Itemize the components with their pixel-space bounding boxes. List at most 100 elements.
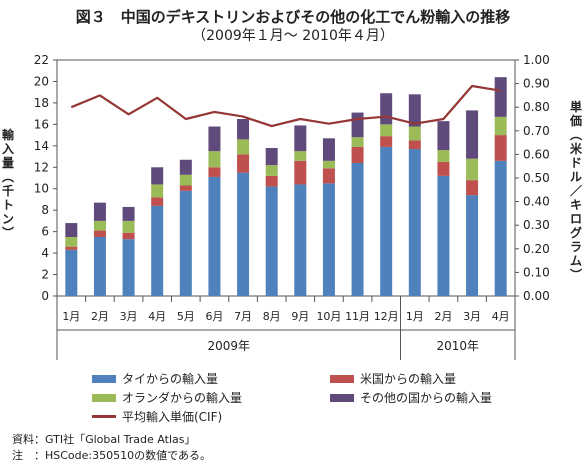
category-label: 1月 xyxy=(406,310,424,323)
bar-segment xyxy=(265,186,278,296)
right-tick-label: 0.10 xyxy=(523,265,550,279)
bar-segment xyxy=(322,138,335,161)
right-tick-label: 1.00 xyxy=(523,53,550,67)
bar-segment xyxy=(466,180,479,196)
left-tick-label: 6 xyxy=(41,225,49,239)
bar-segment xyxy=(265,165,278,176)
legend-item-other: その他の国からの輸入量 xyxy=(330,389,492,406)
right-tick-label: 0.00 xyxy=(523,289,550,303)
bar-segment xyxy=(122,232,135,240)
category-label: 10月 xyxy=(316,310,341,323)
bar-segment xyxy=(208,126,221,152)
bar-segment xyxy=(65,246,78,250)
bar-segment xyxy=(380,136,393,147)
left-tick-label: 16 xyxy=(34,117,49,131)
right-tick-label: 0.40 xyxy=(523,195,550,209)
bar-segment xyxy=(179,159,192,175)
bar-segment xyxy=(437,150,450,162)
right-tick-label: 0.80 xyxy=(523,100,550,114)
bar-segment xyxy=(122,239,135,296)
left-tick-label: 2 xyxy=(41,268,49,282)
bar-segment xyxy=(408,140,421,150)
chart-subtitle: （2009年１月〜 2010年４月） xyxy=(192,28,394,44)
category-label: 11月 xyxy=(345,310,370,323)
bar-segment xyxy=(93,220,106,231)
bar-segment xyxy=(294,184,307,296)
left-tick-label: 4 xyxy=(41,246,49,260)
category-label: 5月 xyxy=(177,310,195,323)
bar-segment xyxy=(351,112,364,138)
right-tick-label: 0.90 xyxy=(523,77,550,91)
bar-segment xyxy=(408,94,421,127)
bar-segment xyxy=(65,249,78,296)
right-tick-label: 0.30 xyxy=(523,218,550,232)
category-label: 7月 xyxy=(234,310,252,323)
category-label: 12月 xyxy=(374,310,399,323)
legend-label: 平均輸入単価(CIF) xyxy=(122,410,223,424)
bar-segment xyxy=(466,195,479,296)
bar-segment xyxy=(93,202,106,221)
avg-price-line xyxy=(70,84,501,128)
bar-segment xyxy=(322,183,335,296)
bar-segment xyxy=(237,154,250,173)
right-axis-label: 単 価 ︵ 米 ド ル ／ キ ロ グ ラ ム ︶ xyxy=(569,100,582,282)
bar-segment xyxy=(65,237,78,247)
bar-segment xyxy=(408,126,421,141)
bar-segment xyxy=(322,168,335,184)
bar-segment xyxy=(437,161,450,176)
bar-segment xyxy=(151,197,164,206)
bar-segment xyxy=(494,77,507,117)
bar-segment xyxy=(351,146,364,163)
bar-segment xyxy=(494,160,507,296)
bar-segment xyxy=(151,167,164,185)
bar-segment xyxy=(380,146,393,296)
legend-item-usa: 米国からの輸入量 xyxy=(330,370,456,387)
bar-segment xyxy=(294,160,307,185)
bar-segment xyxy=(237,139,250,155)
bar-segment xyxy=(179,190,192,296)
bar-segment xyxy=(408,149,421,296)
bar-segment xyxy=(466,158,479,181)
bar-segment xyxy=(151,205,164,296)
right-tick-label: 0.20 xyxy=(523,242,550,256)
right-tick-label: 0.70 xyxy=(523,124,550,138)
left-tick-label: 0 xyxy=(41,289,49,303)
legend-item-avg-price: 平均輸入単価(CIF) xyxy=(92,408,222,425)
category-label: 6月 xyxy=(205,310,223,323)
right-tick-label: 0.60 xyxy=(523,147,550,161)
bar-segment xyxy=(93,230,106,237)
bar-segment xyxy=(437,175,450,296)
bar-segment xyxy=(322,160,335,169)
legend-swatch-line xyxy=(92,415,116,418)
bar-segment xyxy=(494,116,507,136)
left-tick-label: 20 xyxy=(34,74,49,88)
category-label: 3月 xyxy=(463,310,481,323)
bar-segment xyxy=(466,110,479,159)
bar-segment xyxy=(65,223,78,237)
bar-segment xyxy=(265,175,278,187)
legend-swatch xyxy=(92,393,116,402)
left-tick-label: 8 xyxy=(41,203,49,217)
bar-segment xyxy=(208,167,221,177)
bar-segment xyxy=(265,147,278,166)
bar-segment xyxy=(179,185,192,191)
category-label: 1月 xyxy=(62,310,80,323)
left-tick-label: 14 xyxy=(34,139,49,153)
legend-item-thailand: タイからの輸入量 xyxy=(92,370,218,387)
bar-segment xyxy=(351,162,364,296)
category-label: 4月 xyxy=(492,310,510,323)
bar-segment xyxy=(208,176,221,296)
left-tick-label: 22 xyxy=(34,53,49,67)
bar-segment xyxy=(122,206,135,221)
category-label: 2月 xyxy=(434,310,452,323)
right-tick-label: 0.50 xyxy=(523,171,550,185)
left-axis-label: 輸 入 量 ︵ 千 ト ン ︶ xyxy=(1,128,14,240)
left-tick-label: 12 xyxy=(34,160,49,174)
legend-label: その他の国からの輸入量 xyxy=(360,391,493,405)
category-label: 4月 xyxy=(148,310,166,323)
legend-label: タイからの輸入量 xyxy=(122,372,219,386)
legend-item-netherlands: オランダからの輸入量 xyxy=(92,389,242,406)
left-tick-label: 18 xyxy=(34,96,49,110)
bar-segment xyxy=(122,220,135,233)
